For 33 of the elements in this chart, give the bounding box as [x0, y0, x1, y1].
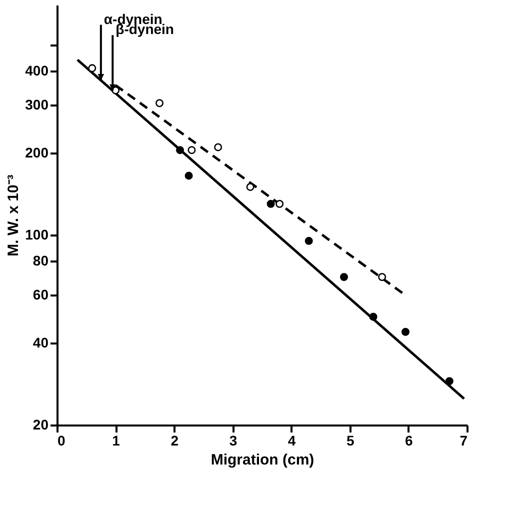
- y-tick-label: 200: [25, 144, 49, 160]
- x-tick-label: 1: [112, 432, 120, 448]
- x-tick-label: 2: [170, 432, 179, 448]
- point: [88, 64, 96, 72]
- point: [304, 236, 313, 245]
- x-tick-label: 3: [229, 432, 238, 448]
- x-tick-label: 5: [346, 432, 354, 448]
- point: [176, 146, 184, 154]
- point: [445, 377, 454, 386]
- point: [340, 273, 348, 282]
- x-tick-label: 4: [288, 432, 296, 448]
- point: [369, 312, 378, 321]
- point: [184, 172, 193, 180]
- y-tick-label: 60: [32, 286, 49, 303]
- y-axis-title: M. W. x 10⁻³: [5, 174, 22, 256]
- y-tick-label: 80: [32, 252, 49, 269]
- point: [214, 143, 222, 152]
- y-tick-label: 300: [25, 96, 49, 113]
- point: [276, 200, 284, 208]
- x-tick-label: 7: [460, 432, 468, 448]
- point: [188, 146, 196, 154]
- point: [155, 99, 164, 108]
- y-tick-label: 20: [32, 416, 49, 432]
- point: [246, 182, 254, 191]
- x-tick-label: 0: [58, 432, 66, 448]
- point: [266, 200, 275, 208]
- point: [378, 273, 386, 282]
- y-tick-label: 40: [32, 334, 49, 351]
- y-tick-label: 100: [25, 226, 49, 242]
- x-tick-label: 6: [405, 432, 414, 448]
- point: [401, 328, 410, 336]
- x-axis-title: Migration (cm): [210, 452, 314, 468]
- y-tick-label: 400: [25, 62, 49, 79]
